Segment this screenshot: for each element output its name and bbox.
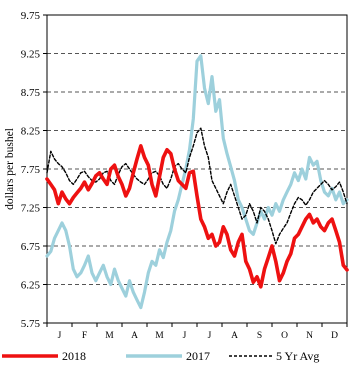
- legend-label: 5 Yr Avg: [276, 349, 319, 363]
- legend-label: 2017: [186, 349, 210, 363]
- series-line-2017: [45, 54, 349, 310]
- y-tick-label: 7.25: [21, 203, 41, 215]
- y-tick-label: 6.75: [21, 241, 41, 253]
- legend: 2018 2017 5 Yr Avg: [2, 349, 319, 363]
- x-tick-label: A: [131, 331, 138, 341]
- y-axis-ticks: 5.75 6.25 6.75 7.25 7.75 8.25 8.75 9.25 9.75: [21, 10, 47, 330]
- series-line-2018: [45, 144, 349, 289]
- x-tick-label: M: [105, 331, 114, 341]
- series-lines: [45, 54, 349, 310]
- y-axis-title: dollars per bushel: [4, 128, 16, 210]
- x-tick-label: O: [281, 331, 288, 341]
- x-tick-label: J: [58, 331, 62, 341]
- gridlines: [47, 53, 347, 285]
- legend-label: 2018: [62, 349, 86, 363]
- x-tick-label: J: [183, 331, 187, 341]
- y-tick-label: 9.75: [21, 10, 41, 22]
- y-tick-label: 8.25: [21, 126, 41, 138]
- y-tick-label: 8.75: [21, 87, 41, 99]
- x-tick-label: J: [208, 331, 212, 341]
- x-tick-label: S: [257, 331, 262, 341]
- y-tick-label: 6.25: [21, 280, 41, 292]
- x-tick-label: M: [155, 331, 164, 341]
- series-line-5-yr-avg: [46, 127, 348, 245]
- x-tick-label: F: [82, 331, 87, 341]
- y-tick-label: 9.25: [21, 49, 41, 61]
- x-tick-label: D: [331, 331, 338, 341]
- y-tick-label: 7.75: [21, 164, 41, 176]
- y-tick-label: 5.75: [21, 318, 41, 330]
- x-tick-label: A: [231, 331, 238, 341]
- x-tick-label: N: [306, 331, 313, 341]
